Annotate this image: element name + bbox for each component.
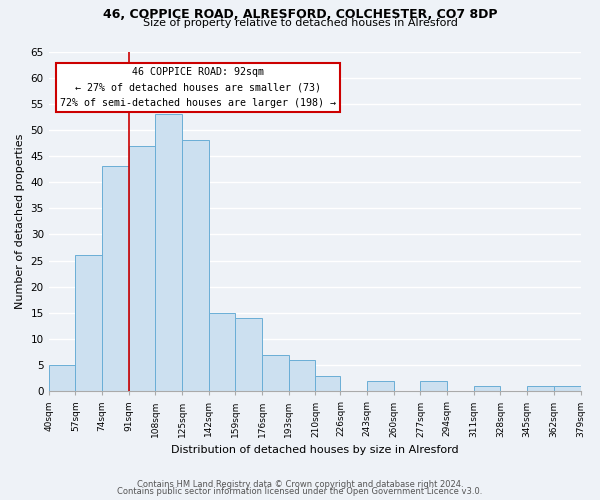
Bar <box>182 140 209 392</box>
Bar <box>128 146 155 392</box>
Bar <box>527 386 554 392</box>
Bar <box>554 386 581 392</box>
Text: Contains HM Land Registry data © Crown copyright and database right 2024.: Contains HM Land Registry data © Crown c… <box>137 480 463 489</box>
Bar <box>235 318 262 392</box>
Bar <box>155 114 182 392</box>
Bar <box>421 381 447 392</box>
Bar <box>316 376 340 392</box>
Bar <box>289 360 316 392</box>
Bar <box>262 354 289 392</box>
Bar <box>102 166 128 392</box>
Y-axis label: Number of detached properties: Number of detached properties <box>15 134 25 309</box>
Bar <box>474 386 500 392</box>
Bar <box>76 256 102 392</box>
Text: 46 COPPICE ROAD: 92sqm
← 27% of detached houses are smaller (73)
72% of semi-det: 46 COPPICE ROAD: 92sqm ← 27% of detached… <box>59 67 335 108</box>
Bar <box>209 313 235 392</box>
Bar <box>367 381 394 392</box>
Text: 46, COPPICE ROAD, ALRESFORD, COLCHESTER, CO7 8DP: 46, COPPICE ROAD, ALRESFORD, COLCHESTER,… <box>103 8 497 20</box>
X-axis label: Distribution of detached houses by size in Alresford: Distribution of detached houses by size … <box>171 445 458 455</box>
Text: Size of property relative to detached houses in Alresford: Size of property relative to detached ho… <box>143 18 457 28</box>
Text: Contains public sector information licensed under the Open Government Licence v3: Contains public sector information licen… <box>118 487 482 496</box>
Bar <box>49 365 76 392</box>
